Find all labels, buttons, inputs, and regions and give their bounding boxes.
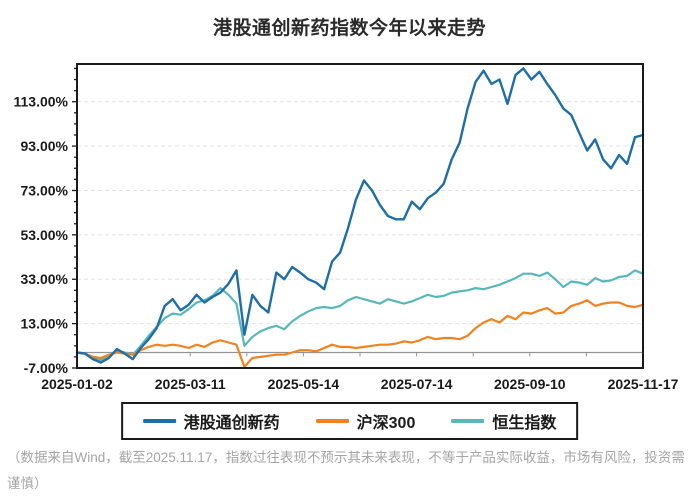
- series-line-港股通创新药: [75, 67, 645, 364]
- legend-line-swatch-hangseng: [451, 419, 485, 423]
- y-tick-label: 33.00%: [21, 271, 69, 287]
- legend-item-hangseng: 恒生指数: [451, 409, 556, 433]
- legend-label-hangseng: 恒生指数: [492, 415, 557, 432]
- series-line-恒生指数: [75, 269, 645, 362]
- x-tick-label: 2025-07-14: [381, 376, 453, 392]
- legend-label-csi300: 沪深300: [356, 415, 416, 432]
- series-line-沪深300: [75, 299, 645, 368]
- x-tick-label: 2025-03-11: [155, 376, 226, 392]
- chart-svg: 113.00% 93.00% 73.00% 53.00% 33.00% 13.00% -7.…: [14, 63, 679, 392]
- plot-frame: [76, 63, 644, 369]
- legend-line-swatch-innovative-drug: [142, 419, 176, 423]
- x-tick-label: 2025-01-02: [41, 376, 113, 392]
- disclaimer-text: （数据来自Wind，截至2025.11.17，指数过往表现不预示其未来表现，不等…: [7, 450, 685, 492]
- y-tick-label: 73.00%: [21, 182, 69, 198]
- y-tick-label: 13.00%: [21, 316, 69, 332]
- x-tick-label: 2025-11-17: [608, 376, 679, 392]
- y-tick-label: 53.00%: [21, 227, 69, 243]
- y-tick-label: 93.00%: [21, 138, 69, 154]
- y-tick-label: 113.00%: [14, 94, 69, 110]
- chart-title: 港股通创新药指数今年以来走势: [212, 18, 486, 39]
- x-tick-label: 2025-09-10: [494, 376, 566, 392]
- legend-line-swatch-csi300: [315, 419, 349, 423]
- legend-item-innovative-drug: 港股通创新药: [142, 409, 280, 433]
- legend-label-innovative-drug: 港股通创新药: [183, 415, 280, 432]
- y-tick-label: -7.00%: [24, 360, 69, 376]
- legend: 港股通创新药 沪深300 恒生指数: [120, 402, 579, 440]
- legend-item-csi300: 沪深300: [315, 409, 416, 433]
- x-tick-label: 2025-05-14: [268, 376, 340, 392]
